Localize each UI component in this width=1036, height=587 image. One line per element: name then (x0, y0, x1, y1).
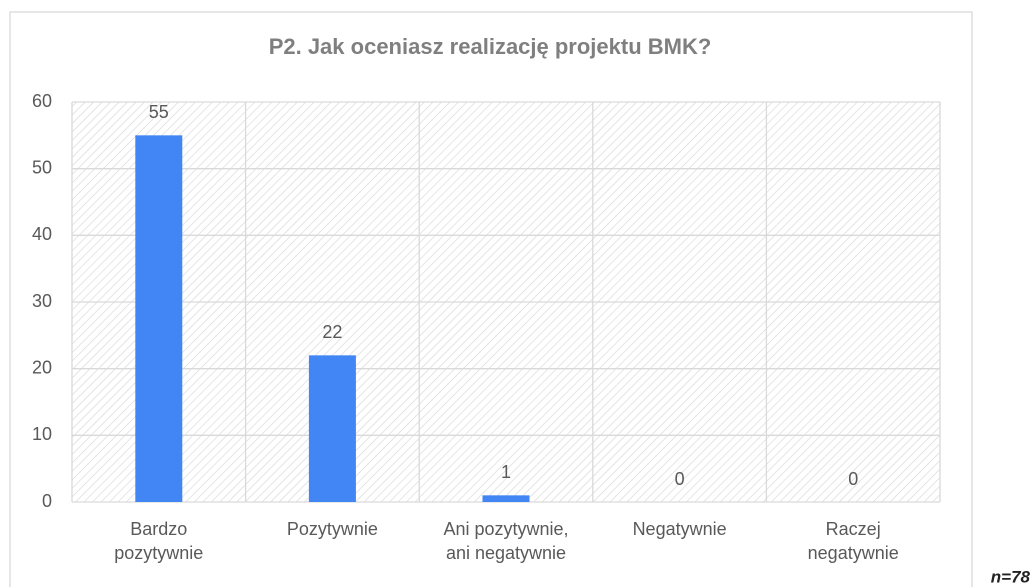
y-tick-label: 40 (32, 224, 52, 244)
data-label: 0 (675, 469, 685, 489)
x-tick-label: negatywnie (808, 543, 899, 563)
y-tick-label: 20 (32, 357, 52, 377)
y-tick-label: 0 (42, 491, 52, 511)
bar (135, 135, 183, 503)
x-tick-label: Pozytywnie (287, 519, 378, 539)
x-tick-label: Ani pozytywnie, (443, 519, 568, 539)
y-tick-label: 60 (32, 91, 52, 111)
x-tick-label: Raczej (826, 519, 881, 539)
x-tick-label: ani negatywnie (446, 543, 566, 563)
data-label: 1 (501, 462, 511, 482)
data-label: 55 (149, 102, 169, 122)
chart-title: P2. Jak oceniasz realizację projektu BMK… (269, 34, 712, 59)
data-label: 22 (322, 322, 342, 342)
x-tick-label: Bardzo (130, 519, 187, 539)
y-tick-label: 50 (32, 157, 52, 177)
data-label: 0 (848, 469, 858, 489)
sample-note: n=78 (991, 567, 1031, 586)
x-tick-label: Negatywnie (633, 519, 727, 539)
bar (482, 495, 530, 502)
x-tick-label: pozytywnie (114, 543, 203, 563)
y-tick-label: 10 (32, 424, 52, 444)
bar (308, 355, 356, 502)
y-tick-label: 30 (32, 291, 52, 311)
